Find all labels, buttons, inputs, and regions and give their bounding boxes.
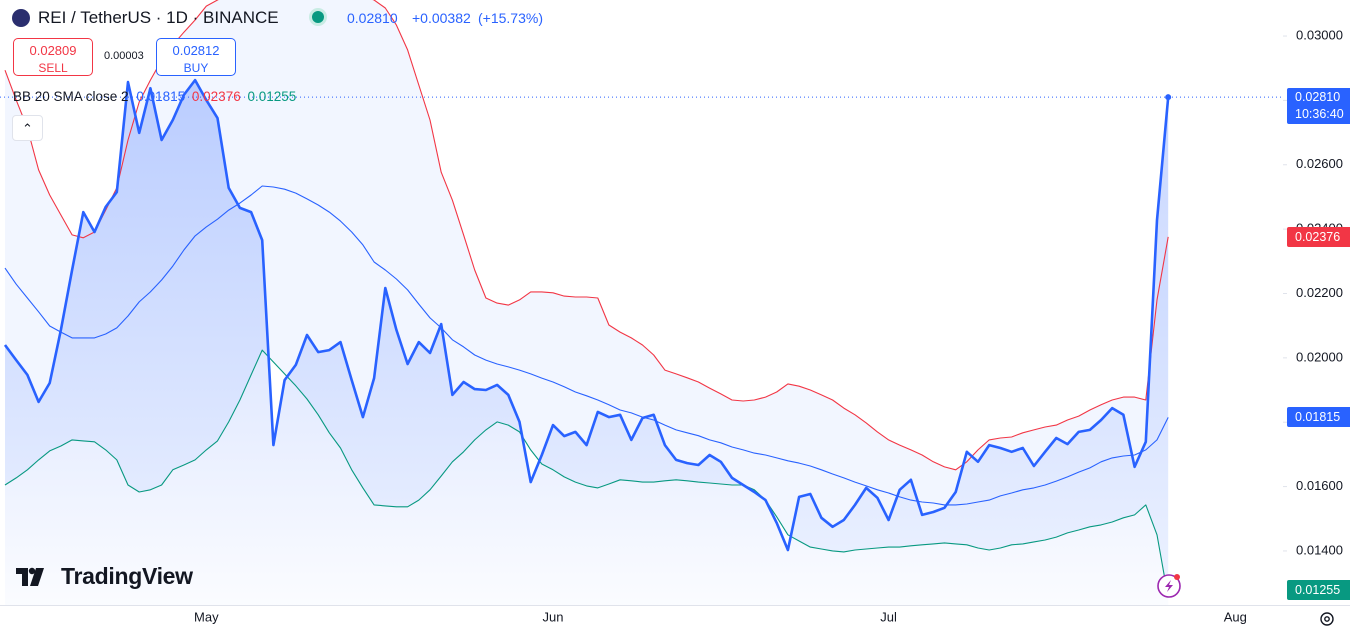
price-tag: 0.02810 10:36:40 — [1287, 88, 1350, 125]
sell-button[interactable]: 0.02809 SELL — [13, 38, 93, 76]
spread: 0.00003 — [104, 50, 144, 62]
price-tag-label: 0.01815 — [1295, 410, 1341, 425]
buy-button[interactable]: 0.02812 BUY — [156, 38, 236, 76]
price-tag-label: 0.02810 — [1295, 90, 1341, 105]
collapse-button[interactable]: ⌃ — [12, 115, 43, 141]
band-line — [4, 349, 1169, 598]
y-tick-label: 0.03000 — [1296, 27, 1343, 42]
band-fill — [5, 0, 1169, 598]
last-point — [1165, 94, 1172, 101]
plot-area — [0, 0, 1283, 605]
indicator-upper: 0.02376 — [191, 89, 241, 104]
market-status — [312, 11, 324, 23]
gear-hub — [1324, 616, 1330, 622]
sell-price: 0.02809 — [29, 43, 77, 58]
band-line — [4, 0, 1169, 471]
band-line — [4, 185, 1169, 506]
alert-icon[interactable] — [1157, 574, 1181, 598]
symbol-icon — [12, 9, 30, 27]
last-price: 0.02810 — [347, 10, 398, 26]
price-tag: 0.01255 — [1287, 580, 1350, 600]
price-change: +0.00382 — [412, 10, 471, 26]
gear-icon[interactable] — [1320, 612, 1334, 626]
alert-dot — [1174, 574, 1180, 580]
indicator-name: BB 20 SMA close 2 — [13, 89, 129, 104]
countdown: 10:36:40 — [1295, 107, 1344, 122]
price-tag-label: 0.01255 — [1295, 583, 1341, 597]
gear-ring — [1320, 612, 1334, 626]
buy-price: 0.02812 — [172, 43, 220, 58]
logo-dot — [28, 567, 36, 575]
x-tick-label: Aug — [1224, 609, 1247, 624]
price-line — [3, 78, 1170, 552]
y-tick-label: 0.01400 — [1296, 542, 1343, 557]
close-area — [5, 80, 1169, 605]
y-tick-label: 0.02200 — [1296, 285, 1343, 300]
tv-logo-mark — [16, 567, 44, 586]
alert-bolt — [1165, 580, 1173, 592]
logo-shape — [30, 568, 44, 586]
price-tag-label: 0.02376 — [1295, 229, 1341, 244]
x-tick-label: May — [194, 609, 219, 624]
y-tick-label: 0.02000 — [1296, 349, 1343, 364]
brand: TradingView — [61, 563, 193, 589]
price-change-percent: (+15.73%) — [478, 10, 543, 26]
sell-label: SELL — [38, 61, 68, 75]
logo-shape — [16, 568, 28, 586]
x-tick-label: Jun — [543, 609, 564, 624]
y-tick-label: 0.02600 — [1296, 156, 1343, 171]
price-tag: 0.01815 — [1287, 407, 1350, 428]
indicator-legend[interactable]: BB 20 SMA close 2 0.01815 0.02376 0.0125… — [13, 89, 296, 104]
buy-label: BUY — [183, 61, 209, 75]
x-tick-label: Jul — [880, 609, 897, 624]
indicator-basis: 0.01815 — [136, 89, 186, 104]
y-tick-label: 0.01600 — [1296, 478, 1343, 493]
price-tag: 0.02376 — [1287, 226, 1350, 247]
symbol-title[interactable]: REI / TetherUS · 1D · BINANCE — [38, 8, 279, 27]
indicator-lower: 0.01255 — [247, 89, 297, 104]
